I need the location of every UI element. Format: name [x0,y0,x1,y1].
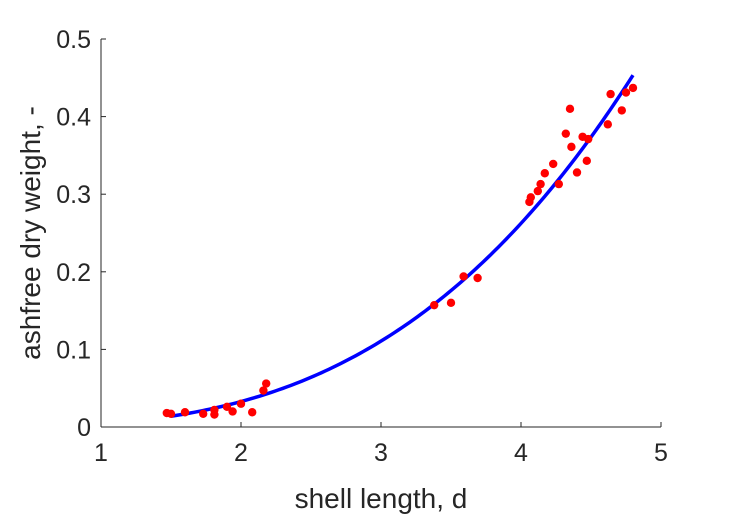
plot-area [162,74,638,419]
x-tick-label: 5 [654,439,668,467]
y-tick-label: 0.4 [56,104,91,132]
data-point [210,405,219,415]
data-point [540,169,549,178]
data-point [222,402,232,412]
data-point [536,179,545,189]
x-tick-label: 3 [374,439,388,467]
data-point [199,409,208,419]
data-point [549,159,558,169]
y-tick-label: 0.1 [56,336,91,364]
data-point [166,409,176,419]
data-point [572,168,582,177]
data-point [248,408,257,417]
y-tick-label: 0.3 [56,181,91,209]
data-point [554,179,563,189]
data-point [567,142,576,152]
x-axis: 1 2 3 4 5 [94,422,668,467]
data-point [606,89,615,99]
data-point [582,156,591,166]
data-point [565,104,575,114]
data-point [621,88,631,97]
fit-curve-line [170,74,635,418]
data-point [459,272,468,281]
data-point [526,193,535,202]
y-tick-label: 0.5 [56,26,91,54]
data-point [446,298,456,308]
data-point [628,83,638,93]
data-point [617,106,626,115]
y-tick-label: 0.2 [56,259,91,287]
data-point [228,407,237,416]
data-point [259,386,268,395]
data-point [262,379,271,388]
y-axis-label: ashfree dry weight, - [15,106,46,360]
x-tick-label: 1 [94,439,108,467]
x-tick-label: 2 [234,439,248,467]
data-point [584,134,593,144]
data-point [561,129,570,138]
x-axis-label: shell length, d [295,483,468,514]
data-point [236,399,246,408]
x-tick-label: 4 [514,439,528,467]
y-tick-label: 0 [77,414,91,442]
data-point [430,300,439,310]
data-point [603,120,612,129]
data-point [473,273,482,283]
data-point [533,186,542,196]
data-point [180,408,190,417]
y-axis: 0 0.1 0.2 0.3 0.4 0.5 [56,26,106,442]
